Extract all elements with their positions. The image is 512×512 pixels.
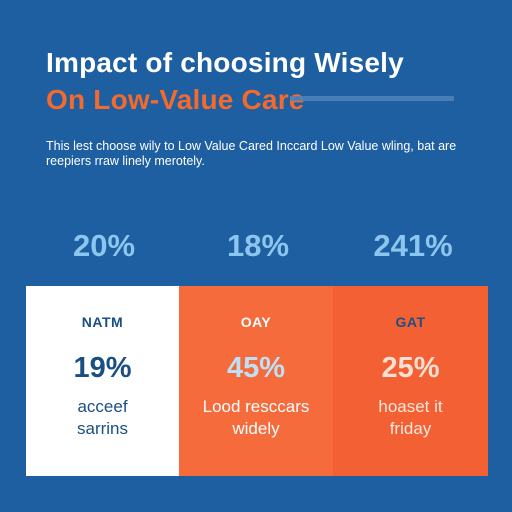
page-title-line2: On Low-Value Care — [46, 84, 305, 115]
card-value: 19% — [73, 352, 132, 384]
stat-card-2: OAY 45% Lood resccars widely — [179, 286, 333, 476]
card-label: NATM — [81, 314, 124, 330]
card-label: OAY — [240, 314, 272, 330]
card-description-line2: sarrins — [76, 419, 128, 438]
card-description-line1: Lood resccars — [202, 397, 310, 416]
card-description-line1: acceef — [77, 397, 128, 416]
card-label: GAT — [395, 314, 426, 330]
top-stat-3: 241% — [373, 228, 453, 263]
card-description-line1: hoaset it — [378, 397, 443, 416]
stat-card-3: GAT 25% hoaset it friday — [333, 286, 488, 476]
card-description-line2: widely — [232, 419, 280, 438]
card-description: hoaset it friday — [333, 396, 488, 440]
subtitle: This lest choose wily to Low Value Cared… — [46, 139, 457, 168]
title-underline-bar — [290, 96, 454, 101]
top-stat-2: 18% — [226, 228, 290, 263]
card-description: acceef sarrins — [26, 396, 179, 440]
card-description: Lood resccars widely — [179, 396, 333, 440]
card-description-line2: friday — [389, 419, 432, 438]
page-title-line1: Impact of choosing Wisely — [46, 47, 404, 78]
card-value: 25% — [381, 352, 440, 384]
stat-card-1: NATM 19% acceef sarrins — [26, 286, 179, 476]
top-stat-1: 20% — [72, 228, 136, 263]
card-value: 45% — [226, 352, 286, 384]
